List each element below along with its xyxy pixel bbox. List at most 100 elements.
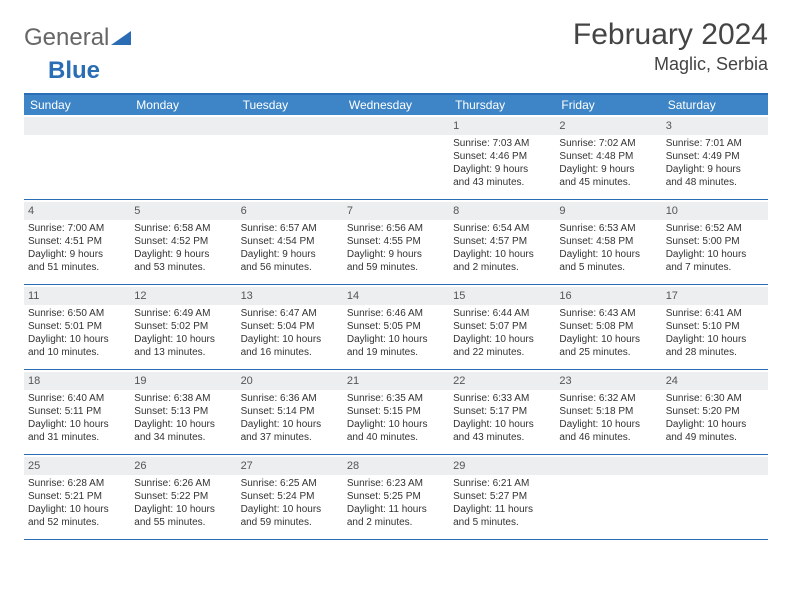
month-title: February 2024: [573, 18, 768, 52]
day-cell: 18Sunrise: 6:40 AMSunset: 5:11 PMDayligh…: [24, 370, 130, 454]
daynum-row: 3: [662, 117, 768, 135]
daynum-row: 8: [449, 202, 555, 220]
day-detail-line: Sunrise: 6:33 AM: [453, 392, 551, 405]
day-number: 8: [453, 205, 459, 217]
day-detail-line: Daylight: 9 hours: [134, 248, 232, 261]
day-cell: 28Sunrise: 6:23 AMSunset: 5:25 PMDayligh…: [343, 455, 449, 539]
week-row: 18Sunrise: 6:40 AMSunset: 5:11 PMDayligh…: [24, 370, 768, 455]
day-detail-line: Sunrise: 6:47 AM: [241, 307, 339, 320]
calendar-page: General February 2024 Maglic, Serbia Blu…: [0, 0, 792, 550]
daynum-row: [130, 117, 236, 135]
daynum-row: 26: [130, 457, 236, 475]
day-detail-line: Sunset: 5:14 PM: [241, 405, 339, 418]
daynum-row: 22: [449, 372, 555, 390]
day-detail-line: Sunrise: 6:57 AM: [241, 222, 339, 235]
day-detail-line: Daylight: 10 hours: [241, 333, 339, 346]
day-detail-line: Sunset: 5:10 PM: [666, 320, 764, 333]
day-cell: 12Sunrise: 6:49 AMSunset: 5:02 PMDayligh…: [130, 285, 236, 369]
daynum-row: 7: [343, 202, 449, 220]
day-number: 12: [134, 290, 146, 302]
logo-triangle-icon: [111, 24, 131, 52]
day-cell: 6Sunrise: 6:57 AMSunset: 4:54 PMDaylight…: [237, 200, 343, 284]
day-number: 19: [134, 375, 146, 387]
day-detail-line: Daylight: 10 hours: [559, 333, 657, 346]
day-detail-line: and 40 minutes.: [347, 431, 445, 444]
day-detail-line: Daylight: 10 hours: [666, 248, 764, 261]
day-number: 10: [666, 205, 678, 217]
day-detail-line: and 56 minutes.: [241, 261, 339, 274]
day-detail-line: Sunrise: 6:54 AM: [453, 222, 551, 235]
day-detail-line: Sunrise: 6:25 AM: [241, 477, 339, 490]
day-detail-line: and 34 minutes.: [134, 431, 232, 444]
day-detail-line: Sunset: 4:49 PM: [666, 150, 764, 163]
day-number: 26: [134, 460, 146, 472]
day-number: 22: [453, 375, 465, 387]
day-detail-line: Sunset: 5:24 PM: [241, 490, 339, 503]
day-cell: 16Sunrise: 6:43 AMSunset: 5:08 PMDayligh…: [555, 285, 661, 369]
week-row: 4Sunrise: 7:00 AMSunset: 4:51 PMDaylight…: [24, 200, 768, 285]
day-detail-line: Sunset: 5:27 PM: [453, 490, 551, 503]
day-detail-line: Sunset: 5:17 PM: [453, 405, 551, 418]
day-number: 29: [453, 460, 465, 472]
day-detail-line: and 45 minutes.: [559, 176, 657, 189]
day-detail-line: Sunrise: 6:43 AM: [559, 307, 657, 320]
day-detail-line: Sunset: 5:05 PM: [347, 320, 445, 333]
daynum-row: [555, 457, 661, 475]
day-header: Thursday: [449, 95, 555, 115]
day-detail-line: Sunrise: 6:44 AM: [453, 307, 551, 320]
daynum-row: [343, 117, 449, 135]
day-detail-line: and 10 minutes.: [28, 346, 126, 359]
day-number: 15: [453, 290, 465, 302]
day-detail-line: and 51 minutes.: [28, 261, 126, 274]
day-detail-line: Sunrise: 6:58 AM: [134, 222, 232, 235]
daynum-row: 23: [555, 372, 661, 390]
day-cell: [24, 115, 130, 199]
day-detail-line: Sunrise: 6:35 AM: [347, 392, 445, 405]
day-detail-line: Daylight: 10 hours: [28, 418, 126, 431]
day-cell: [662, 455, 768, 539]
day-detail-line: and 25 minutes.: [559, 346, 657, 359]
logo-text-2: Blue: [48, 57, 100, 84]
day-number: 16: [559, 290, 571, 302]
day-detail-line: Sunrise: 7:01 AM: [666, 137, 764, 150]
day-number: 27: [241, 460, 253, 472]
logo-text-1: General: [24, 24, 109, 52]
daynum-row: 24: [662, 372, 768, 390]
day-number: 24: [666, 375, 678, 387]
day-detail-line: and 7 minutes.: [666, 261, 764, 274]
day-detail-line: and 16 minutes.: [241, 346, 339, 359]
day-detail-line: Daylight: 10 hours: [666, 333, 764, 346]
daynum-row: [237, 117, 343, 135]
daynum-row: 2: [555, 117, 661, 135]
day-detail-line: Sunset: 5:21 PM: [28, 490, 126, 503]
day-detail-line: and 52 minutes.: [28, 516, 126, 529]
day-detail-line: Sunset: 5:18 PM: [559, 405, 657, 418]
day-detail-line: Daylight: 9 hours: [559, 163, 657, 176]
day-detail-line: Daylight: 10 hours: [559, 248, 657, 261]
day-detail-line: and 2 minutes.: [453, 261, 551, 274]
day-detail-line: Sunset: 5:07 PM: [453, 320, 551, 333]
day-detail-line: Sunset: 4:46 PM: [453, 150, 551, 163]
daynum-row: 10: [662, 202, 768, 220]
day-detail-line: Sunrise: 6:41 AM: [666, 307, 764, 320]
day-detail-line: Sunrise: 6:23 AM: [347, 477, 445, 490]
day-cell: 21Sunrise: 6:35 AMSunset: 5:15 PMDayligh…: [343, 370, 449, 454]
day-number: 1: [453, 120, 459, 132]
day-cell: 10Sunrise: 6:52 AMSunset: 5:00 PMDayligh…: [662, 200, 768, 284]
day-detail-line: and 37 minutes.: [241, 431, 339, 444]
day-detail-line: Sunrise: 6:30 AM: [666, 392, 764, 405]
day-detail-line: Sunrise: 6:21 AM: [453, 477, 551, 490]
daynum-row: 15: [449, 287, 555, 305]
day-cell: 7Sunrise: 6:56 AMSunset: 4:55 PMDaylight…: [343, 200, 449, 284]
day-cell: 2Sunrise: 7:02 AMSunset: 4:48 PMDaylight…: [555, 115, 661, 199]
day-detail-line: and 59 minutes.: [241, 516, 339, 529]
day-cell: 22Sunrise: 6:33 AMSunset: 5:17 PMDayligh…: [449, 370, 555, 454]
day-detail-line: Daylight: 10 hours: [134, 418, 232, 431]
day-number: [666, 460, 669, 472]
day-number: 20: [241, 375, 253, 387]
day-detail-line: Daylight: 10 hours: [28, 503, 126, 516]
day-detail-line: Daylight: 10 hours: [666, 418, 764, 431]
day-detail-line: and 2 minutes.: [347, 516, 445, 529]
day-detail-line: and 22 minutes.: [453, 346, 551, 359]
day-cell: 20Sunrise: 6:36 AMSunset: 5:14 PMDayligh…: [237, 370, 343, 454]
